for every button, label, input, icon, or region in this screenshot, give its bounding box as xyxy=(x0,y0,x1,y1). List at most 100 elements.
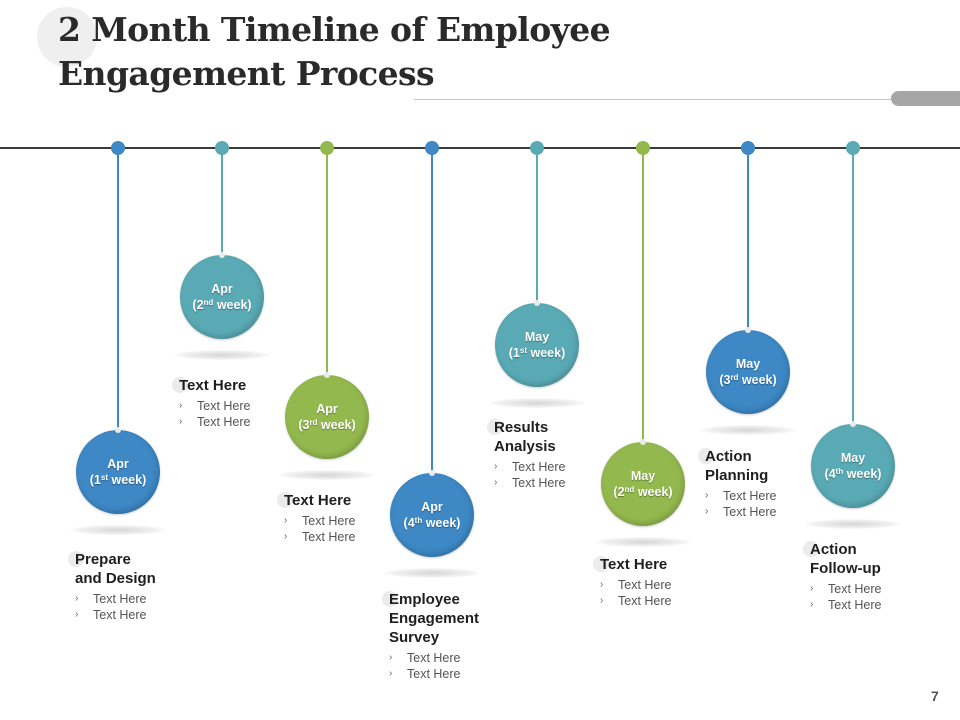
chevron-right-icon: › xyxy=(389,652,393,663)
heading-decoration-circle xyxy=(803,541,819,557)
milestone-bullet-list: › Text Here › Text Here xyxy=(179,398,299,430)
milestone-bullet: › Text Here xyxy=(810,598,882,612)
milestone-bullet-list: › Text Here › Text Here xyxy=(494,459,614,491)
timeline-milestone-circle: Apr (4th week) xyxy=(390,470,474,557)
milestone-shadow xyxy=(174,350,270,360)
hanger-knob xyxy=(640,439,646,445)
heading-decoration-circle xyxy=(698,448,714,464)
milestone-bullet: › Text Here xyxy=(494,460,566,474)
milestone-month: Apr xyxy=(107,457,129,471)
milestone-bullet: › Text Here xyxy=(810,582,882,596)
milestone-heading: Text Here xyxy=(600,555,720,574)
chevron-right-icon: › xyxy=(810,599,814,610)
timeline-connector-line xyxy=(117,148,119,430)
chevron-right-icon: › xyxy=(284,531,288,542)
milestone-heading: Results Analysis xyxy=(494,418,614,456)
milestone-bullet: › Text Here xyxy=(389,667,461,681)
timeline-milestone-circle: May (3rd week) xyxy=(706,327,790,414)
timeline-connector-line xyxy=(431,148,433,473)
milestone-bullet: › Text Here xyxy=(179,399,251,413)
milestone-heading-line: Engagement xyxy=(389,610,480,627)
heading-decoration-circle xyxy=(172,377,188,393)
milestone-shadow xyxy=(595,537,691,547)
timeline-milestone-circle: May (1st week) xyxy=(495,300,579,387)
timeline-axis xyxy=(0,147,960,149)
milestone-week: (2nd week) xyxy=(192,298,252,312)
hanger-knob xyxy=(850,421,856,427)
chevron-right-icon: › xyxy=(494,461,498,472)
milestone-bullet: › Text Here xyxy=(389,651,461,665)
chevron-right-icon: › xyxy=(705,506,709,517)
milestone-heading-line: Results xyxy=(494,419,549,436)
milestone-heading: Prepare and Design xyxy=(75,550,195,588)
milestone-shadow xyxy=(700,425,796,435)
milestone-heading: Action Planning xyxy=(705,447,825,485)
milestone-bullet-list: › Text Here › Text Here xyxy=(600,577,720,609)
milestone-bullet: › Text Here xyxy=(705,505,777,519)
chevron-right-icon: › xyxy=(75,593,79,604)
milestone-heading-line: Employee xyxy=(389,591,460,608)
timeline-connector-line xyxy=(536,148,538,303)
chevron-right-icon: › xyxy=(705,490,709,501)
milestone-label: Action Planning › Text Here › Text Here xyxy=(698,447,825,520)
milestone-heading-line: and Design xyxy=(75,570,156,587)
milestone-bullet: › Text Here xyxy=(284,530,356,544)
milestone-week: (3rd week) xyxy=(298,418,356,432)
milestone-bullet-list: › Text Here › Text Here xyxy=(810,581,930,613)
milestone-label: Text Here › Text Here › Text Here xyxy=(593,555,720,609)
milestone-bullet: › Text Here xyxy=(705,489,777,503)
timeline-connector-line xyxy=(852,148,854,424)
milestone-label: Action Follow-up › Text Here › Text Here xyxy=(803,540,930,613)
milestone-week: (3rd week) xyxy=(719,373,777,387)
milestone-bullet-list: › Text Here › Text Here xyxy=(75,591,195,623)
milestone-shadow xyxy=(489,398,585,408)
milestone-month: May xyxy=(630,469,656,483)
chevron-right-icon: › xyxy=(179,416,183,427)
timeline-connector-line xyxy=(326,148,328,375)
milestone-bullet-list: › Text Here › Text Here xyxy=(389,650,509,682)
hanger-knob xyxy=(745,327,751,333)
milestone-heading-line: Text Here xyxy=(179,377,247,394)
page-number: 7 xyxy=(931,688,939,704)
timeline-milestone-circle: Apr (3rd week) xyxy=(285,372,369,459)
milestone-week: (1st week) xyxy=(508,346,566,360)
milestone-month: May xyxy=(735,357,761,371)
milestone-bullet-list: › Text Here › Text Here xyxy=(284,513,404,545)
milestone-label: Text Here › Text Here › Text Here xyxy=(277,491,404,545)
milestone-shadow xyxy=(384,568,480,578)
timeline-milestone-circle: Apr (1st week) xyxy=(76,427,160,514)
milestone-bullet: › Text Here xyxy=(600,578,672,592)
milestone-heading: Employee Engagement Survey xyxy=(389,590,509,647)
slide-title-line-2: Engagement Process xyxy=(58,54,435,93)
hanger-knob xyxy=(324,372,330,378)
milestone-week: (2nd week) xyxy=(613,485,673,499)
milestone-heading-line: Text Here xyxy=(600,556,668,573)
chevron-right-icon: › xyxy=(600,595,604,606)
milestone-heading: Text Here xyxy=(284,491,404,510)
chevron-right-icon: › xyxy=(389,668,393,679)
milestone-heading-line: Analysis xyxy=(494,438,556,455)
milestone-shadow xyxy=(805,519,901,529)
milestone-month: Apr xyxy=(211,282,233,296)
hanger-knob xyxy=(115,427,121,433)
milestone-month: May xyxy=(840,451,866,465)
milestone-label: Prepare and Design › Text Here › Text Here xyxy=(68,550,195,623)
slide-title: 2 Month Timeline of Employee Engagement … xyxy=(58,8,611,96)
title-decoration-circle xyxy=(37,7,97,67)
timeline-milestone-circle: May (4th week) xyxy=(811,421,895,508)
milestone-heading-line: Planning xyxy=(705,467,769,484)
milestone-label: Text Here › Text Here › Text Here xyxy=(172,376,299,430)
heading-decoration-circle xyxy=(382,591,398,607)
milestone-heading-line: Follow-up xyxy=(810,560,881,577)
milestone-heading-line: Prepare xyxy=(75,551,131,568)
milestone-week: (4th week) xyxy=(403,516,461,530)
chevron-right-icon: › xyxy=(75,609,79,620)
chevron-right-icon: › xyxy=(284,515,288,526)
milestone-bullet: › Text Here xyxy=(75,608,147,622)
heading-decoration-circle xyxy=(68,551,84,567)
milestone-month: Apr xyxy=(421,500,443,514)
chevron-right-icon: › xyxy=(810,583,814,594)
milestone-bullet: › Text Here xyxy=(284,514,356,528)
timeline-connector-line xyxy=(642,148,644,442)
milestone-heading: Text Here xyxy=(179,376,299,395)
